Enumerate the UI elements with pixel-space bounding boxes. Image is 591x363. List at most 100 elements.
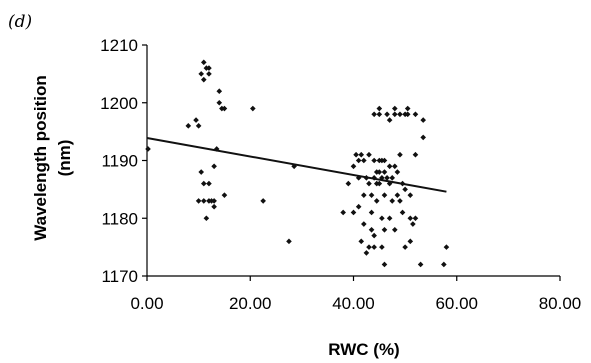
x-tick-label: 0.00: [130, 294, 163, 313]
data-point: [221, 192, 228, 198]
data-point: [399, 209, 406, 216]
data-point: [185, 123, 192, 129]
data-point: [355, 203, 362, 210]
data-point: [381, 157, 388, 164]
x-tick-label: 40.00: [332, 294, 375, 313]
x-tick-label: 80.00: [539, 294, 582, 313]
data-point: [420, 117, 426, 123]
data-point: [420, 134, 426, 141]
data-point: [368, 227, 375, 233]
data-point: [384, 111, 390, 118]
data-point: [361, 157, 367, 164]
data-point: [206, 180, 212, 187]
data-point: [200, 180, 207, 187]
data-point: [368, 209, 375, 216]
data-point: [386, 180, 393, 187]
data-point: [366, 151, 372, 158]
y-tick-label: 1180: [101, 209, 138, 228]
data-point: [198, 169, 205, 175]
data-point: [371, 232, 377, 239]
data-point: [376, 169, 383, 175]
data-point: [412, 151, 419, 158]
data-point: [386, 215, 393, 222]
data-point: [381, 261, 388, 268]
data-point: [371, 111, 377, 118]
data-point: [366, 244, 372, 250]
data-point: [193, 117, 199, 123]
data-point: [361, 192, 367, 198]
data-point: [211, 163, 217, 170]
data-point: [200, 59, 207, 66]
data-point: [361, 221, 367, 227]
data-point: [397, 198, 403, 204]
y-axis-title: Wavelength position (nm): [31, 75, 74, 241]
data-point: [394, 169, 401, 175]
axes: [146, 45, 560, 277]
data-point: [404, 111, 411, 118]
data-point: [363, 175, 370, 181]
data-point: [211, 203, 217, 210]
data-point: [399, 180, 406, 187]
data-point: [402, 244, 408, 250]
data-point: [412, 111, 419, 118]
data-point: [366, 180, 372, 187]
y-tick-label: 1200: [100, 94, 138, 113]
data-point: [200, 76, 207, 83]
data-point: [381, 192, 388, 198]
trendline: [146, 136, 447, 193]
data-point: [407, 238, 414, 245]
data-point: [206, 71, 212, 77]
data-point: [195, 123, 202, 129]
data-point: [250, 105, 256, 112]
x-tick-label: 20.00: [229, 294, 272, 313]
data-point: [355, 175, 362, 181]
data-point: [206, 65, 212, 71]
y-tick-label: 1170: [101, 267, 138, 286]
data-point: [386, 163, 393, 170]
data-point: [407, 215, 414, 222]
data-point: [417, 261, 424, 268]
data-point: [291, 163, 297, 170]
data-point: [381, 227, 388, 233]
data-point: [368, 192, 375, 198]
data-point: [373, 198, 380, 204]
data-point: [410, 221, 416, 227]
data-point: [260, 198, 266, 204]
data-point: [198, 71, 205, 77]
data-point: [384, 175, 390, 181]
data-point: [397, 111, 403, 118]
data-point: [404, 105, 411, 112]
data-point: [402, 186, 408, 193]
data-point: [363, 250, 370, 256]
y-axis-title-line-1: Wavelength position: [31, 75, 50, 241]
data-point: [358, 151, 365, 158]
data-point: [441, 261, 447, 268]
data-point: [371, 157, 377, 164]
data-point: [286, 238, 292, 245]
data-point: [211, 198, 217, 204]
data-point: [221, 105, 228, 112]
data-point: [407, 192, 414, 198]
x-axis-title: RWC (%): [328, 340, 399, 359]
data-point: [340, 209, 346, 216]
data-point: [213, 146, 220, 152]
x-tick-label: 60.00: [435, 294, 478, 313]
y-tick-label: 1210: [100, 36, 138, 55]
data-point: [379, 244, 385, 250]
data-point: [371, 244, 377, 250]
data-points: [145, 59, 450, 268]
data-point: [397, 151, 403, 158]
data-point: [376, 111, 383, 118]
data-point: [345, 180, 352, 187]
data-point: [358, 238, 365, 245]
data-point: [203, 215, 210, 222]
data-point: [392, 111, 398, 118]
data-point: [350, 163, 357, 170]
data-point: [195, 198, 202, 204]
data-point: [379, 215, 385, 222]
data-point: [389, 175, 396, 181]
data-point: [381, 169, 388, 175]
ticks: 1170 1180 1190 1200 1210 0.00 20.00 40.00 60.00 8…: [100, 36, 581, 313]
data-point: [350, 209, 357, 216]
